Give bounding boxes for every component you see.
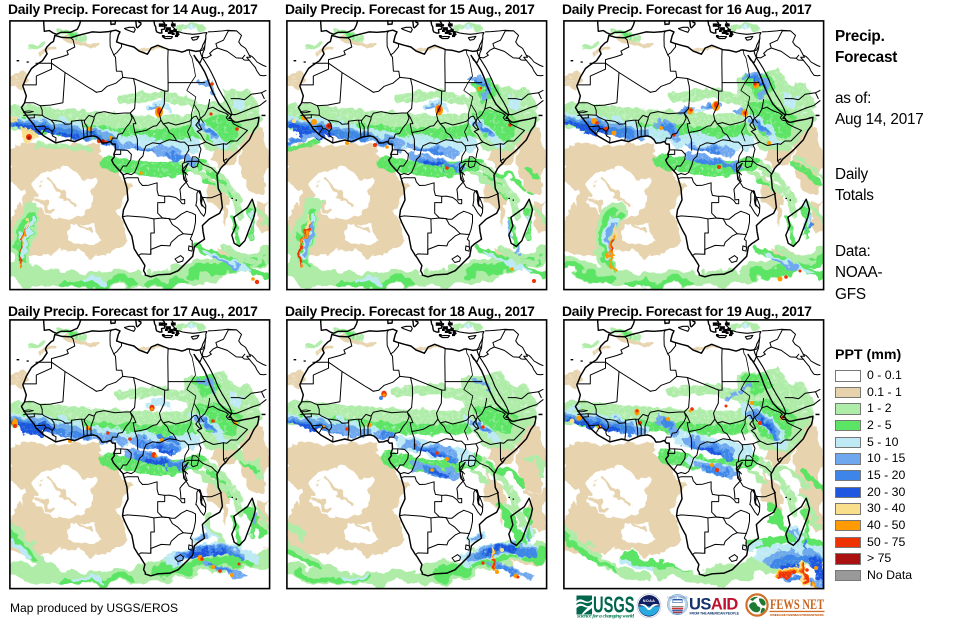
svg-text:FROM THE AMERICAN PEOPLE: FROM THE AMERICAN PEOPLE bbox=[690, 611, 740, 615]
svg-text:AGENCY: AGENCY bbox=[672, 612, 683, 615]
svg-text:UNITED STATES: UNITED STATES bbox=[667, 596, 687, 600]
svg-text:USAID: USAID bbox=[689, 596, 738, 614]
svg-text:FEWS NET: FEWS NET bbox=[770, 597, 824, 613]
svg-text:FAMINE EARLY WARNING SYSTEMS N: FAMINE EARLY WARNING SYSTEMS NETWORK bbox=[770, 613, 825, 617]
svg-text:USGS: USGS bbox=[593, 592, 635, 618]
svg-text:science for a changing world: science for a changing world bbox=[576, 614, 634, 620]
svg-text:NOAA: NOAA bbox=[643, 599, 655, 603]
